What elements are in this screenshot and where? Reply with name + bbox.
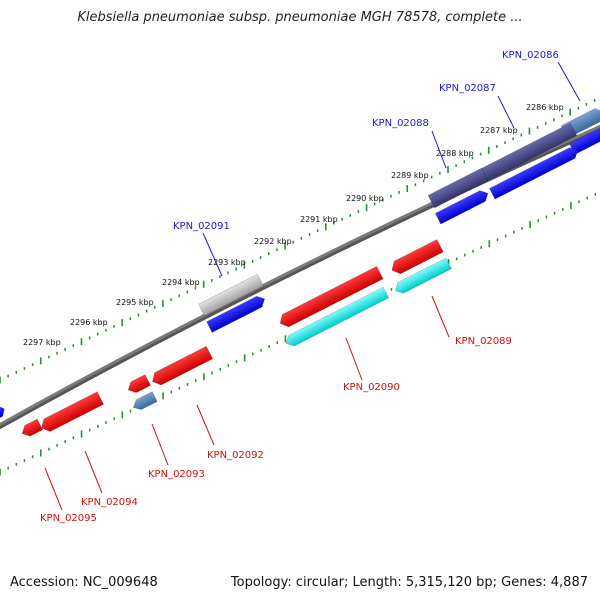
feature-kpn-02088: [427, 167, 489, 209]
feature-red-1: [391, 239, 444, 275]
feature-blue-3-body: [434, 190, 489, 225]
tick-label: 2293 kbp: [208, 258, 246, 267]
tick-label: 2294 kbp: [162, 278, 200, 287]
leader-kpn-02091: [202, 232, 223, 277]
leader-kpn-02087: [497, 95, 515, 129]
tick-label: 2288 kbp: [436, 149, 474, 158]
tick-label: 2296 kbp: [70, 318, 108, 327]
feature-kpn-02090: [285, 286, 390, 347]
gene-label-kpn-02093[interactable]: KPN_02093: [148, 469, 205, 480]
tick-label: 2297 kbp: [23, 338, 61, 347]
gene-label-kpn-02094[interactable]: KPN_02094: [81, 497, 138, 508]
label-leaders: [44, 61, 581, 511]
map-title: Klebsiella pneumoniae subsp. pneumoniae …: [77, 10, 523, 25]
feature-kpn-02089: [394, 257, 452, 294]
leader-kpn-02094: [84, 450, 103, 494]
leader-kpn-02088: [431, 130, 447, 169]
genome-summary-text: Topology: circular; Length: 5,315,120 bp…: [230, 575, 588, 590]
feature-kpn-02094: [41, 391, 104, 432]
feature-kpn-02089-body: [394, 257, 452, 294]
gene-label-kpn-02086[interactable]: KPN_02086: [502, 50, 559, 61]
gene-label-kpn-02095[interactable]: KPN_02095: [40, 513, 97, 524]
tick-label: 2287 kbp: [480, 126, 518, 135]
leader-kpn-02089: [431, 295, 450, 338]
backbone-arc-shadow: [0, 125, 600, 430]
leader-kpn-02086: [557, 61, 581, 102]
leader-kpn-02092: [196, 404, 215, 446]
feature-kpn-02091-body: [198, 273, 264, 317]
gene-label-kpn-02088[interactable]: KPN_02088: [372, 118, 429, 129]
gene-label-kpn-02087[interactable]: KPN_02087: [439, 83, 496, 94]
feature-blue-4-body: [206, 295, 265, 333]
gene-label-kpn-02091[interactable]: KPN_02091: [173, 221, 230, 232]
tick-label: 2291 kbp: [300, 215, 338, 224]
feature-blue-2-body: [489, 147, 579, 200]
gene-labels: KPN_02086 KPN_02087 KPN_02088 KPN_02091 …: [40, 50, 559, 524]
feature-kpn-02093-red-body: [127, 374, 151, 393]
gene-label-kpn-02090[interactable]: KPN_02090: [343, 382, 400, 393]
leader-kpn-02090: [345, 337, 363, 381]
tick-label: 2292 kbp: [254, 237, 292, 246]
ruler-tick-labels: 2286 kbp 2287 kbp 2288 kbp 2289 kbp 2290…: [23, 103, 564, 347]
feature-kpn-02093-red: [127, 374, 151, 393]
gene-label-kpn-02089[interactable]: KPN_02089: [455, 336, 512, 347]
feature-kpn-02090-red: [279, 265, 384, 328]
feature-red-1-body: [391, 239, 444, 275]
gene-label-kpn-02092[interactable]: KPN_02092: [207, 450, 264, 461]
feature-kpn-02092-body: [152, 345, 214, 386]
leader-kpn-02093: [151, 423, 169, 466]
feature-kpn-02088-body: [427, 167, 489, 209]
leader-kpn-02095: [44, 467, 63, 511]
gene-features: [0, 108, 600, 437]
feature-kpn-02091: [198, 273, 264, 317]
feature-blue-2: [489, 147, 579, 200]
feature-kpn-02090-body: [285, 286, 390, 347]
tick-label: 2289 kbp: [391, 171, 429, 180]
feature-blue-4: [206, 295, 265, 333]
feature-kpn-02092: [152, 345, 214, 386]
feature-blue-5-body: [0, 405, 5, 421]
tick-label: 2290 kbp: [346, 194, 384, 203]
feature-blue-3: [434, 190, 489, 225]
feature-kpn-02093: [132, 391, 158, 410]
feature-kpn-02095: [21, 418, 44, 437]
feature-kpn-02094-body: [41, 391, 104, 432]
tick-label: 2286 kbp: [526, 103, 564, 112]
accession-text: Accession: NC_009648: [10, 575, 158, 590]
feature-kpn-02093-body: [132, 391, 158, 410]
feature-kpn-02090-red-body: [279, 265, 384, 328]
feature-blue-5: [0, 405, 5, 421]
tick-label: 2295 kbp: [116, 298, 154, 307]
feature-kpn-02095-body: [21, 418, 44, 437]
